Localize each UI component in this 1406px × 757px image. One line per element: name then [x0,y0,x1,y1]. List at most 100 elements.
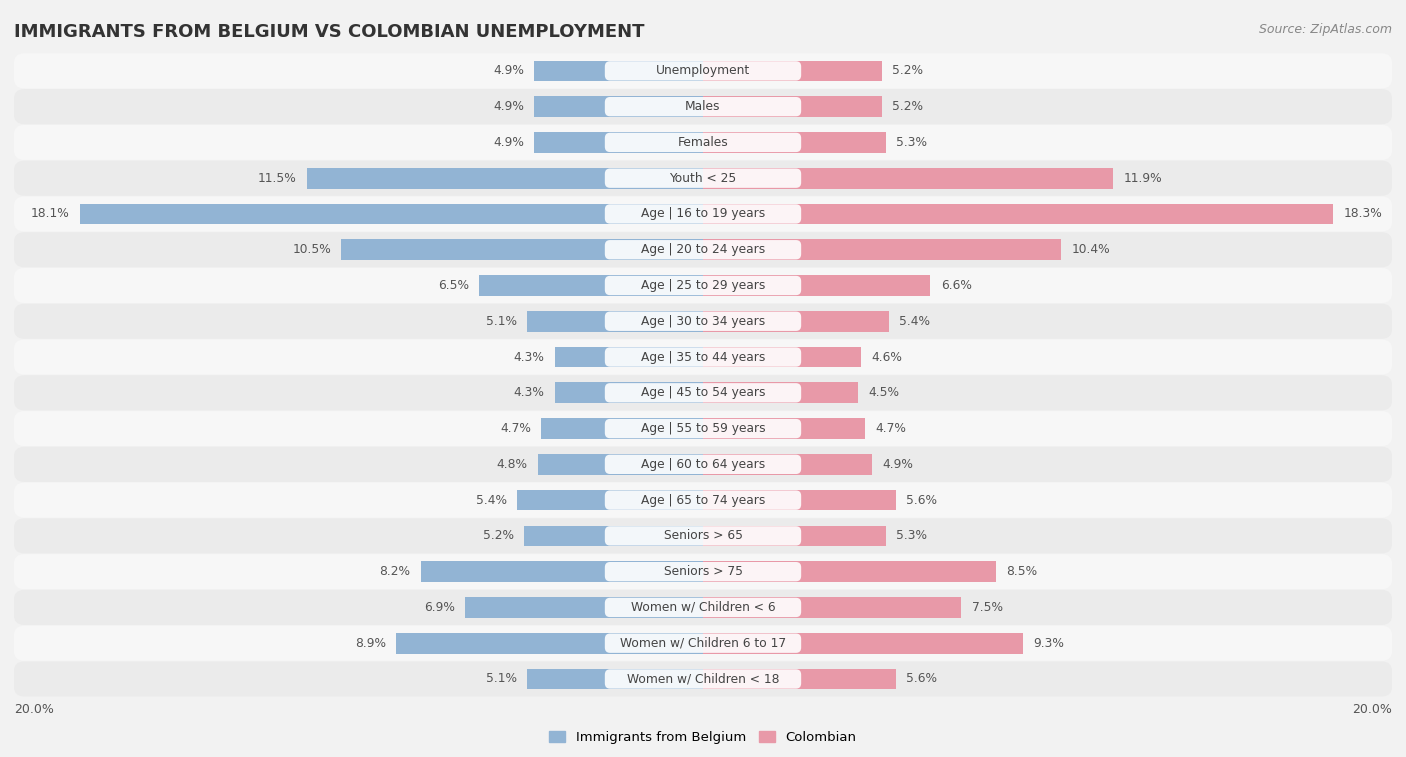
Bar [541,418,703,439]
Bar [420,561,703,582]
Bar [703,490,896,510]
Bar [537,454,703,475]
Bar [703,668,896,690]
Legend: Immigrants from Belgium, Colombian: Immigrants from Belgium, Colombian [544,726,862,749]
FancyBboxPatch shape [605,383,801,403]
Text: Source: ZipAtlas.com: Source: ZipAtlas.com [1258,23,1392,36]
Text: 4.3%: 4.3% [513,386,544,399]
Bar [479,275,703,296]
Bar [396,633,703,653]
FancyBboxPatch shape [605,61,801,80]
Text: 4.9%: 4.9% [494,136,524,149]
Text: 11.9%: 11.9% [1123,172,1161,185]
FancyBboxPatch shape [605,562,801,581]
FancyBboxPatch shape [605,598,801,617]
FancyBboxPatch shape [605,526,801,546]
Text: Males: Males [685,100,721,113]
Text: 4.5%: 4.5% [869,386,900,399]
Text: 5.4%: 5.4% [475,494,506,506]
FancyBboxPatch shape [605,169,801,188]
Bar [703,633,1024,653]
Text: IMMIGRANTS FROM BELGIUM VS COLOMBIAN UNEMPLOYMENT: IMMIGRANTS FROM BELGIUM VS COLOMBIAN UNE… [14,23,644,41]
Text: Age | 25 to 29 years: Age | 25 to 29 years [641,279,765,292]
Bar [307,168,703,188]
Bar [80,204,703,224]
Bar [703,525,886,547]
Bar [703,347,862,367]
FancyBboxPatch shape [605,240,801,260]
FancyBboxPatch shape [14,304,1392,339]
FancyBboxPatch shape [14,232,1392,267]
Text: Females: Females [678,136,728,149]
FancyBboxPatch shape [14,447,1392,482]
FancyBboxPatch shape [605,419,801,438]
FancyBboxPatch shape [14,662,1392,696]
Text: Age | 20 to 24 years: Age | 20 to 24 years [641,243,765,256]
FancyBboxPatch shape [14,53,1392,89]
Text: 5.1%: 5.1% [486,315,517,328]
Text: 4.9%: 4.9% [494,64,524,77]
Text: 18.3%: 18.3% [1344,207,1382,220]
FancyBboxPatch shape [605,132,801,152]
FancyBboxPatch shape [14,268,1392,303]
Text: Women w/ Children 6 to 17: Women w/ Children 6 to 17 [620,637,786,650]
Text: Women w/ Children < 6: Women w/ Children < 6 [631,601,775,614]
Bar [703,96,882,117]
FancyBboxPatch shape [605,491,801,509]
Text: 4.9%: 4.9% [882,458,912,471]
Text: 5.2%: 5.2% [893,64,924,77]
Text: 5.6%: 5.6% [907,672,938,686]
Text: 20.0%: 20.0% [14,703,53,716]
Text: 5.2%: 5.2% [893,100,924,113]
Text: 11.5%: 11.5% [257,172,297,185]
Text: Age | 65 to 74 years: Age | 65 to 74 years [641,494,765,506]
Bar [555,347,703,367]
Bar [703,168,1114,188]
FancyBboxPatch shape [14,89,1392,124]
Bar [342,239,703,260]
Text: 5.3%: 5.3% [896,136,927,149]
Text: 7.5%: 7.5% [972,601,1002,614]
Text: 5.2%: 5.2% [482,529,513,542]
Text: 6.6%: 6.6% [941,279,972,292]
Text: 4.9%: 4.9% [494,100,524,113]
FancyBboxPatch shape [14,626,1392,661]
Bar [703,597,962,618]
Text: 8.2%: 8.2% [380,565,411,578]
Text: Age | 55 to 59 years: Age | 55 to 59 years [641,422,765,435]
FancyBboxPatch shape [14,554,1392,589]
Text: 4.6%: 4.6% [872,350,903,363]
Bar [703,61,882,81]
Text: Women w/ Children < 18: Women w/ Children < 18 [627,672,779,686]
Bar [534,132,703,153]
Bar [703,132,886,153]
Text: 5.3%: 5.3% [896,529,927,542]
FancyBboxPatch shape [605,97,801,117]
Text: 6.9%: 6.9% [425,601,456,614]
Text: Seniors > 65: Seniors > 65 [664,529,742,542]
Bar [527,311,703,332]
Text: Unemployment: Unemployment [655,64,751,77]
Text: Seniors > 75: Seniors > 75 [664,565,742,578]
FancyBboxPatch shape [605,276,801,295]
FancyBboxPatch shape [14,160,1392,196]
Text: Youth < 25: Youth < 25 [669,172,737,185]
Text: 5.4%: 5.4% [900,315,931,328]
Bar [534,96,703,117]
Bar [555,382,703,403]
Bar [534,61,703,81]
FancyBboxPatch shape [14,339,1392,375]
Text: 6.5%: 6.5% [437,279,468,292]
FancyBboxPatch shape [14,125,1392,160]
Text: 4.8%: 4.8% [496,458,527,471]
Bar [527,668,703,690]
FancyBboxPatch shape [605,669,801,689]
FancyBboxPatch shape [14,411,1392,446]
Text: 8.9%: 8.9% [356,637,387,650]
Bar [703,275,931,296]
Text: Age | 30 to 34 years: Age | 30 to 34 years [641,315,765,328]
FancyBboxPatch shape [605,347,801,366]
FancyBboxPatch shape [605,455,801,474]
Bar [703,239,1062,260]
FancyBboxPatch shape [14,196,1392,232]
